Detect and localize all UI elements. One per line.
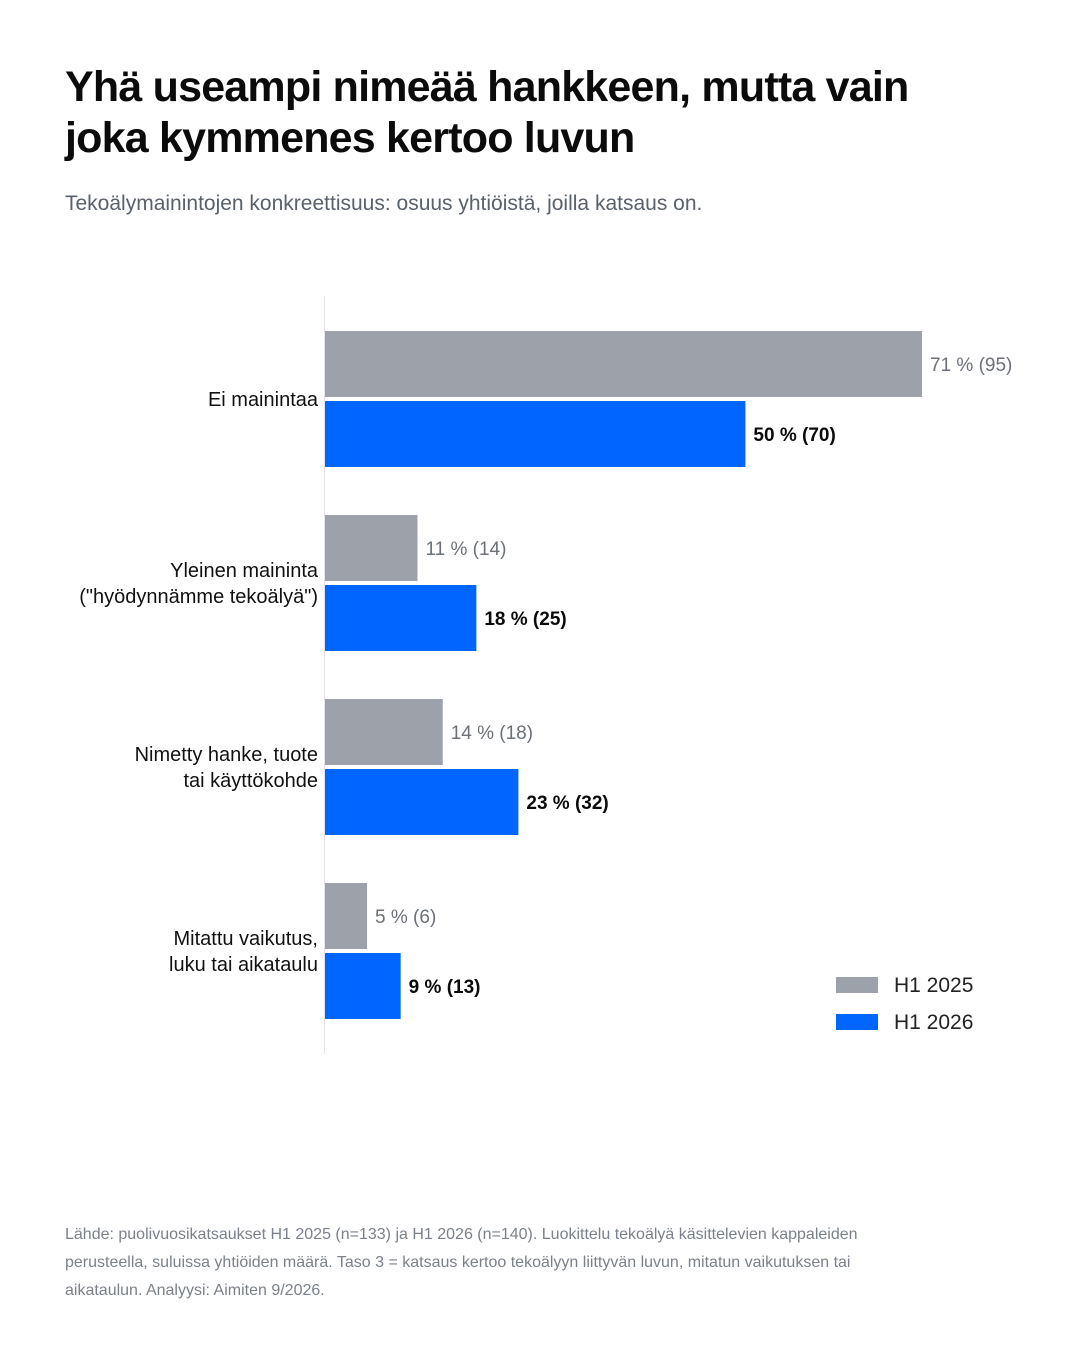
legend-label: H1 2026 [894,1011,973,1034]
chart-title-line-2: joka kymmenes kertoo luvun [65,114,635,162]
legend-swatch [836,1014,878,1030]
category-label: tai käyttökohde [183,770,318,792]
bar-h1-2025 [325,699,443,765]
category-label: Nimetty hanke, tuote [135,744,318,766]
data-label: 23 % (32) [526,793,608,814]
data-label: 11 % (14) [425,539,506,560]
data-label: 14 % (18) [451,723,533,744]
category-label: Yleinen maininta [170,560,319,582]
category-label: Mitattu vaikutus, [173,928,318,950]
legend-label: H1 2025 [894,974,973,997]
footnote-line-1: Lähde: puolivuosikatsaukset H1 2025 (n=1… [65,1226,858,1243]
chart-subtitle: Tekoälymainintojen konkreettisuus: osuus… [65,192,703,215]
data-label: 18 % (25) [484,609,566,630]
bar-h1-2026 [325,769,519,835]
bar-h1-2026 [325,401,746,467]
source-footnote: Lähde: puolivuosikatsaukset H1 2025 (n=1… [65,1221,985,1305]
chart-title: Yhä useampi nimeää hankkeen, mutta vain … [65,62,1005,164]
data-label: 9 % (13) [409,977,481,998]
footnote-line-3: aikataulun. Analyysi: Aimiten 9/2026. [65,1282,325,1299]
chart-title-line-1: Yhä useampi nimeää hankkeen, mutta vain [65,63,909,111]
bar-h1-2025 [325,331,922,397]
bar-h1-2026 [325,585,477,651]
category-label: luku tai aikataulu [169,954,318,976]
legend-swatch [836,977,878,993]
data-label: 5 % (6) [375,907,436,928]
bar-h1-2025 [325,883,368,949]
bar-h1-2025 [325,515,418,581]
bar-h1-2026 [325,953,401,1019]
category-label: Ei mainintaa [208,389,319,411]
category-label: ("hyödynnämme tekoälyä") [79,586,318,608]
data-label: 50 % (70) [753,425,835,446]
footnote-line-2: perusteella, suluissa yhtiöiden määrä. T… [65,1254,851,1271]
data-label: 71 % (95) [930,355,1012,376]
